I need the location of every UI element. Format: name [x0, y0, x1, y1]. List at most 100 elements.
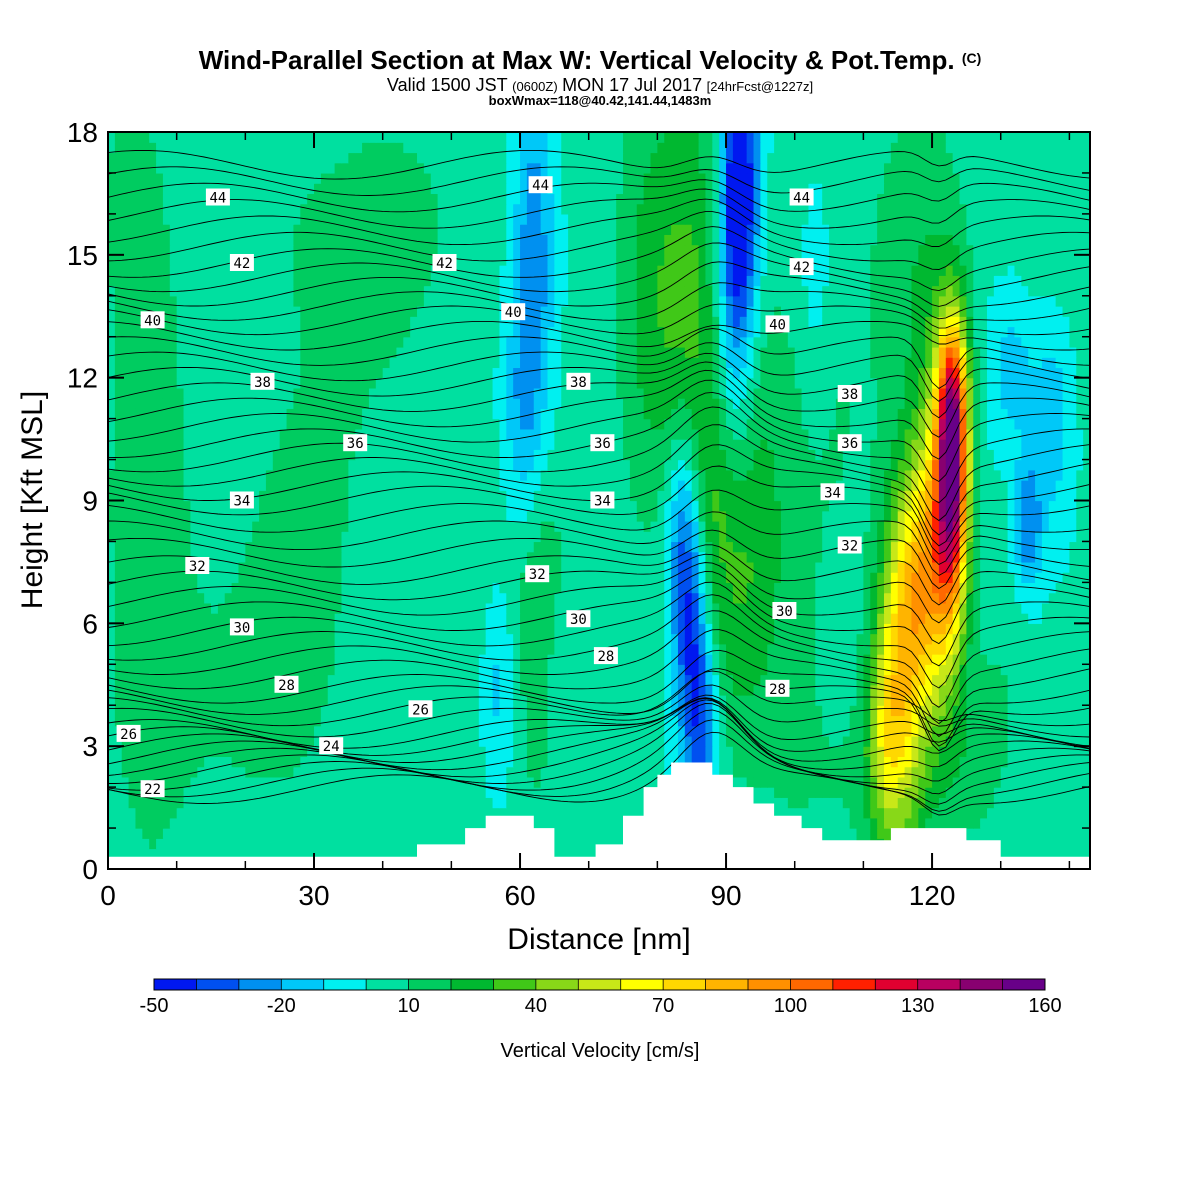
- field-cell: [334, 520, 343, 532]
- field-cell: [403, 602, 411, 614]
- field-cell: [114, 715, 123, 727]
- field-cell: [162, 643, 171, 655]
- field-cell: [114, 817, 123, 829]
- field-cell: [616, 776, 624, 788]
- field-cell: [842, 817, 851, 829]
- field-cell: [691, 756, 700, 768]
- field-cell: [712, 725, 720, 737]
- field-cell: [499, 541, 507, 553]
- field-cell: [135, 797, 143, 809]
- field-cell: [993, 756, 1002, 768]
- field-cell: [540, 623, 549, 635]
- field-cell: [705, 572, 713, 583]
- field-cell: [499, 746, 507, 758]
- field-cell: [705, 633, 713, 645]
- field-cell: [904, 817, 913, 829]
- field-cell: [952, 817, 961, 829]
- field-cell: [300, 787, 308, 798]
- field-cell: [320, 654, 329, 665]
- field-cell: [595, 572, 604, 583]
- field-cell: [705, 643, 713, 655]
- field-cell: [314, 787, 322, 798]
- field-cell: [794, 766, 803, 778]
- field-cell: [815, 746, 823, 758]
- field-cell: [211, 592, 219, 604]
- field-cell: [1062, 674, 1070, 686]
- field-cell: [787, 592, 796, 604]
- field-cell: [719, 613, 727, 624]
- field-cell: [767, 561, 775, 573]
- field-cell: [176, 572, 185, 583]
- field-cell: [279, 715, 288, 727]
- field-cell: [925, 797, 933, 809]
- field-cell: [183, 694, 192, 706]
- field-cell: [265, 623, 274, 635]
- field-cell: [938, 602, 947, 614]
- field-cell: [561, 613, 569, 624]
- field-cell: [341, 807, 349, 819]
- field-cell: [767, 520, 775, 532]
- field-cell: [327, 613, 336, 624]
- field-cell: [932, 643, 940, 655]
- field-cell: [238, 848, 246, 860]
- field-cell: [938, 520, 947, 532]
- field-cell: [396, 654, 404, 665]
- field-cell: [801, 592, 810, 604]
- field-cell: [767, 705, 775, 717]
- field-cell: [272, 746, 281, 758]
- field-cell: [863, 797, 871, 809]
- field-cell: [162, 684, 171, 696]
- field-cell: [520, 531, 528, 543]
- field-cell: [478, 602, 487, 614]
- field-cell: [746, 746, 755, 758]
- field-cell: [1041, 715, 1050, 727]
- field-cell: [1035, 520, 1043, 532]
- field-cell: [877, 715, 885, 727]
- field-cell: [780, 582, 789, 594]
- field-cell: [671, 694, 679, 706]
- field-cell: [485, 776, 494, 788]
- field-cell: [760, 725, 768, 737]
- field-cell: [334, 797, 343, 809]
- field-cell: [966, 766, 974, 778]
- field-cell: [320, 838, 329, 850]
- field-cell: [677, 561, 686, 573]
- field-cell: [478, 715, 487, 727]
- field-cell: [1041, 766, 1050, 778]
- field-cell: [1055, 746, 1064, 758]
- field-cell: [197, 572, 205, 583]
- field-cell: [204, 592, 212, 604]
- field-cell: [513, 510, 521, 522]
- field-cell: [636, 572, 645, 583]
- field-cell: [952, 561, 961, 573]
- field-cell: [307, 623, 315, 635]
- field-cell: [224, 520, 233, 532]
- field-cell: [1028, 664, 1036, 676]
- field-cell: [801, 756, 810, 768]
- field-cell: [801, 684, 810, 696]
- field-cell: [410, 520, 418, 532]
- field-cell: [1083, 756, 1090, 768]
- field-cell: [712, 551, 720, 563]
- field-cell: [478, 613, 487, 624]
- field-cell: [396, 633, 404, 645]
- field-cell: [499, 551, 507, 563]
- field-cell: [897, 572, 906, 583]
- field-cell: [794, 551, 803, 563]
- field-cell: [375, 817, 384, 829]
- field-cell: [643, 715, 652, 727]
- field-cell: [739, 664, 748, 676]
- field-cell: [355, 756, 363, 768]
- field-cell: [856, 746, 864, 758]
- field-cell: [492, 674, 501, 686]
- field-cell: [430, 674, 439, 686]
- field-cell: [437, 602, 446, 614]
- field-cell: [980, 807, 988, 819]
- field-cell: [437, 684, 446, 696]
- field-cell: [492, 694, 501, 706]
- field-cell: [492, 531, 501, 543]
- field-cell: [787, 674, 796, 686]
- field-cell: [341, 551, 349, 563]
- field-cell: [417, 787, 425, 798]
- field-cell: [307, 510, 315, 522]
